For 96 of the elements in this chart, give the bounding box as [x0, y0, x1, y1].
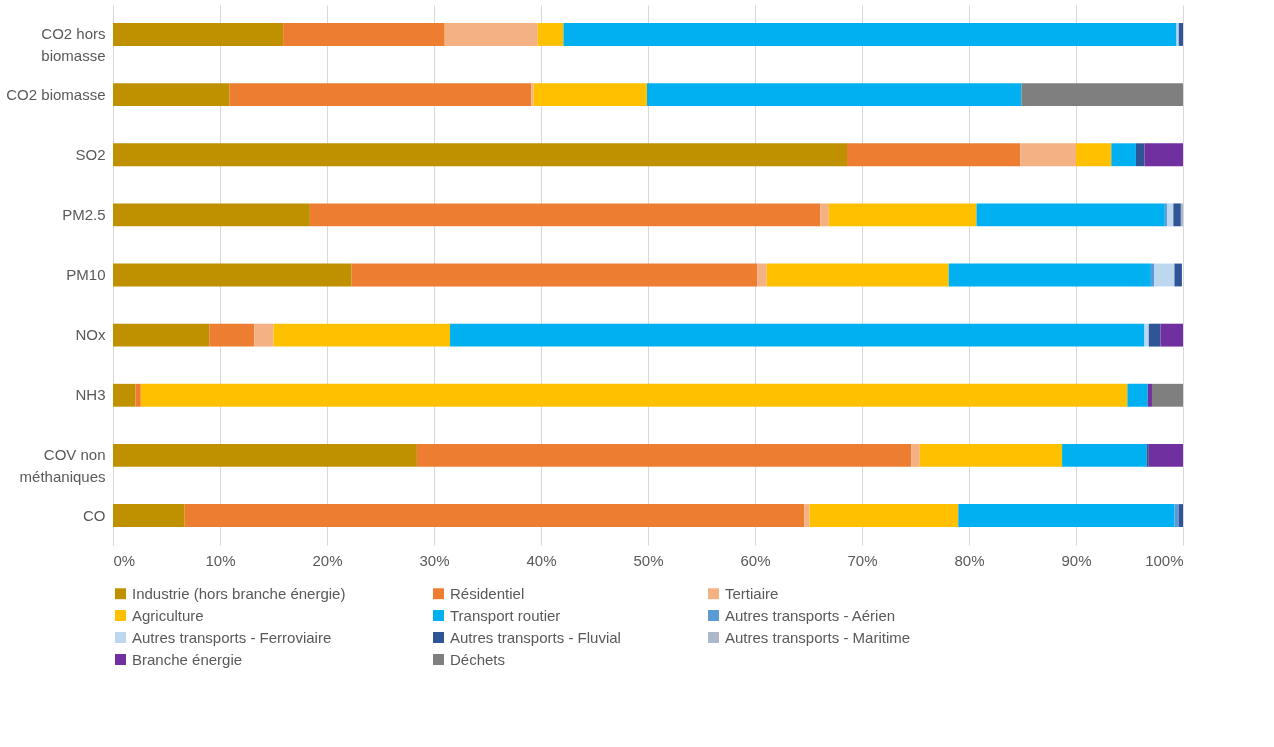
bar [113, 443, 417, 467]
bar [1151, 383, 1183, 407]
bar [416, 443, 912, 467]
bar [958, 504, 1175, 527]
x-tick-label: 80% [954, 551, 985, 569]
bar [254, 323, 274, 347]
bar [911, 443, 920, 467]
y-tick-label: CO [83, 506, 106, 524]
bar [919, 443, 1063, 467]
bar [1160, 323, 1183, 347]
legend-label: Agriculture [132, 606, 204, 624]
bar [1180, 203, 1183, 227]
bar [948, 263, 1151, 287]
x-tick-label: 30% [419, 551, 450, 569]
bar [646, 83, 1022, 107]
x-tick-label: 60% [740, 551, 771, 569]
bar [1062, 443, 1147, 467]
bar [113, 383, 136, 407]
y-tick-label: PM2.5 [62, 205, 106, 223]
bar [135, 383, 141, 407]
bar [766, 263, 949, 287]
bar [1173, 203, 1181, 227]
bar [1076, 143, 1112, 167]
bar [531, 83, 534, 107]
bar [1178, 23, 1183, 46]
x-tick-label: 40% [526, 551, 557, 569]
bar [1148, 443, 1183, 467]
bar [757, 263, 767, 287]
bar [184, 504, 805, 527]
bar [1176, 23, 1179, 46]
bar [1020, 143, 1076, 167]
bar [1178, 504, 1183, 527]
y-tick-label: COV non méthaniques [19, 446, 106, 486]
legend-label: Industrie (hors branche énergie) [132, 584, 346, 602]
bar [113, 203, 310, 227]
bar [113, 83, 230, 107]
bar [1164, 203, 1167, 227]
y-tick-label: PM10 [66, 266, 106, 283]
legend-label: Tertiaire [725, 584, 779, 602]
y-tick-label: NOx [75, 326, 106, 344]
bar [563, 23, 1177, 46]
bar [537, 23, 564, 46]
y-tick-label: NH3 [75, 386, 106, 404]
bar [1174, 504, 1179, 527]
bar [820, 203, 829, 227]
bar [847, 143, 1021, 167]
bar [1154, 263, 1175, 287]
bar [1144, 143, 1183, 167]
bar [804, 504, 810, 527]
x-tick-label: 50% [633, 551, 664, 569]
bar [444, 23, 538, 46]
bar [1166, 203, 1174, 227]
bar [229, 83, 532, 107]
bar [1150, 263, 1155, 287]
legend-label: Autres transports - Aérien [725, 606, 896, 624]
legend-label: Résidentiel [450, 584, 525, 602]
bar [976, 203, 1165, 227]
legend-label: Déchets [450, 650, 506, 668]
legend-label: Transport routier [450, 606, 561, 624]
bar [113, 504, 185, 527]
x-tick-label: 70% [847, 551, 878, 569]
x-tick-label: 10% [205, 551, 236, 569]
bar [1127, 383, 1148, 407]
legend-label: Autres transports - Ferroviaire [132, 628, 332, 646]
bar [140, 383, 1128, 407]
bar [351, 263, 758, 287]
bar [273, 323, 451, 347]
bar [1146, 443, 1149, 467]
bar [1111, 143, 1136, 167]
bar [113, 323, 210, 347]
bar [533, 83, 647, 107]
bar [283, 23, 445, 46]
legend-label: Branche énergie [132, 650, 243, 668]
bar [809, 504, 959, 527]
x-tick-label: 100% [1145, 551, 1184, 569]
bar [1135, 143, 1145, 167]
y-tick-label: SO2 [75, 145, 106, 163]
bar [209, 323, 255, 347]
bar [309, 203, 821, 227]
bar [450, 323, 1145, 347]
bar [113, 143, 848, 167]
bar [1144, 323, 1149, 347]
bar [1174, 263, 1182, 287]
bar [113, 23, 284, 46]
x-tick-label: 0% [113, 551, 136, 569]
y-tick-label: CO2 hors biomasse [41, 25, 106, 65]
x-tick-label: 20% [312, 551, 343, 569]
x-tick-label: 90% [1061, 551, 1092, 569]
bar [1147, 383, 1152, 407]
bar [1021, 83, 1183, 107]
bar [1148, 323, 1161, 347]
bar [828, 203, 977, 227]
y-tick-label: CO2 biomasse [6, 85, 106, 103]
legend-label: Autres transports - Fluvial [450, 628, 621, 646]
legend-label: Autres transports - Maritime [725, 628, 911, 646]
bar [113, 263, 352, 287]
